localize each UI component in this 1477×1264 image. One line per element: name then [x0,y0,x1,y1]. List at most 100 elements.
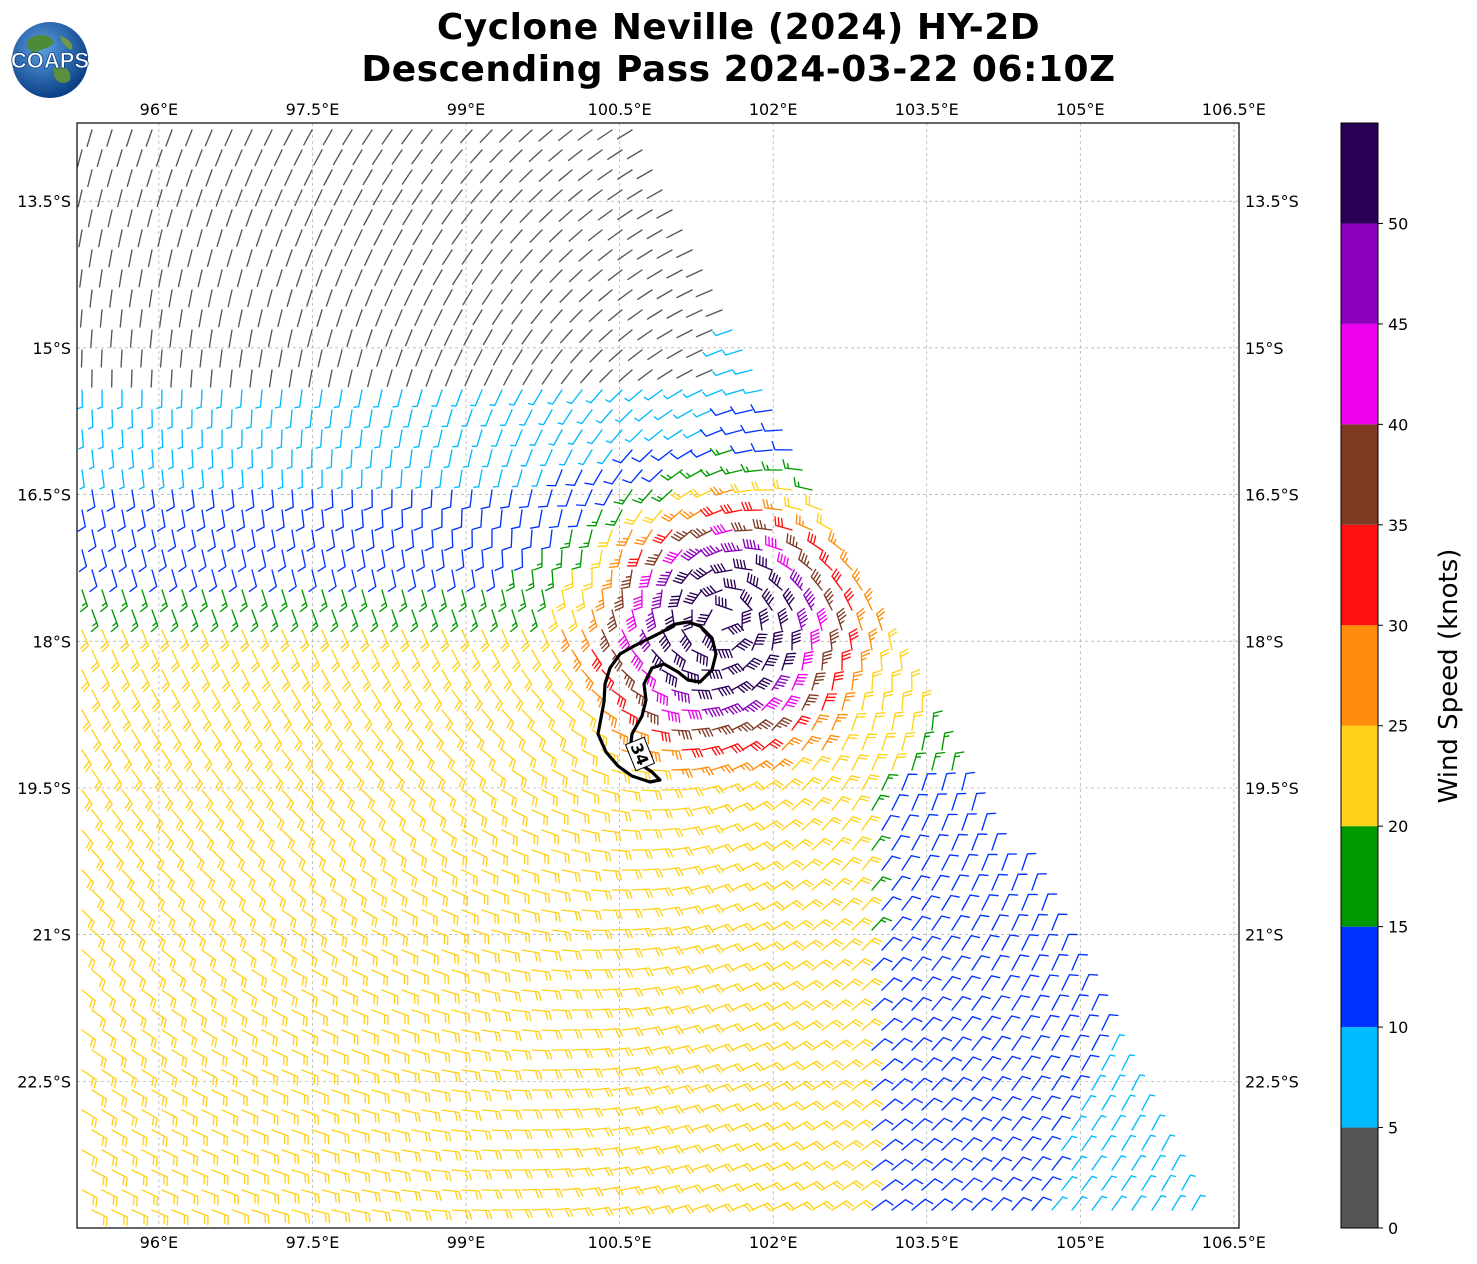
wind-barb [579,329,593,343]
wind-barb [472,509,483,531]
wind-barb [195,389,203,409]
wind-barb [682,389,703,399]
wind-barb [434,349,443,367]
wind-barb [567,509,583,528]
wind-barb [502,529,513,551]
wind-barb [177,429,184,450]
wind-barb [79,309,83,328]
wind-barb [229,369,233,388]
wind-barb [578,249,593,262]
wind-barb [392,229,403,246]
wind-barb [529,229,543,243]
wind-barb [565,469,583,486]
wind-barb [451,229,463,245]
wind-barb [440,169,453,185]
colorbar-tick-label: 20 [1388,817,1408,836]
wind-barb [414,309,423,327]
wind-barb [679,469,703,479]
wind-barb [578,209,593,222]
wind-barb [416,549,425,572]
wind-barb [235,189,243,207]
wind-barb [276,429,283,449]
wind-barb [273,149,283,166]
wind-barb [441,409,453,428]
wind-barb [214,149,223,167]
wind-barb [185,129,193,147]
wind-barb [752,518,773,531]
wind-barb [558,169,573,182]
wind-barb [558,249,573,263]
colorbar-label: Wind Speed (knots) [1434,549,1464,804]
wind-barb [509,149,523,163]
wind-barb [227,449,234,470]
wind-barb [490,429,503,447]
wind-barb [177,229,183,248]
wind-barb [250,609,259,633]
wind-barb [219,349,223,368]
wind-barb [559,289,573,303]
wind-barb [670,489,693,501]
wind-barb [454,349,463,367]
wind-barb [335,269,343,287]
wind-barb [531,469,543,487]
wind-barb [167,249,173,268]
wind-barb [188,289,193,308]
wind-barb [425,369,433,387]
wind-barb [225,489,235,512]
wind-barb [608,549,623,569]
wind-barb [458,589,467,613]
wind-barb [556,489,573,507]
wind-barb [851,568,863,591]
wind-barb [627,229,643,240]
wind-barb [128,449,135,470]
wind-barb [509,189,523,203]
wind-barb [140,349,143,368]
wind-barb [471,229,483,245]
wind-barb [605,429,623,444]
wind-barb [580,369,593,384]
wind-barb [730,406,753,415]
wind-barb [521,529,533,550]
wind-barb [391,149,403,165]
wind-barb [179,349,183,368]
wind-barb [286,449,293,470]
wind-barb [567,429,583,445]
colorbar-bin [1341,926,1378,1028]
wind-barb [637,369,653,381]
wind-barb [176,389,183,409]
wind-barb [257,469,264,490]
wind-barb [751,481,773,491]
wind-barb [627,309,643,321]
wind-barb [605,509,623,526]
wind-barb [567,149,583,162]
wind-barb [284,169,293,187]
wind-barb [575,589,586,612]
wind-barb [433,509,443,531]
wind-barb [345,289,353,307]
wind-barb [139,309,143,328]
wind-barb [394,509,404,531]
wind-barb [335,509,345,532]
wind-barb [215,389,223,409]
wind-barb [505,569,515,592]
wind-barb [236,429,243,450]
wind-barb [421,169,433,185]
wind-barb [402,409,413,428]
wind-barb [520,249,533,264]
wind-barb [130,369,133,388]
wind-barb [239,589,248,613]
wind-barb [663,389,683,400]
wind-barb [831,568,843,591]
wind-barb [667,589,683,608]
wind-barb [732,369,753,375]
wind-barb [719,426,743,436]
wind-barb [228,569,238,593]
wind-barb [306,529,316,552]
wind-barb [699,585,723,597]
wind-barb [319,589,328,613]
wind-barb [636,169,653,180]
wind-barb [653,409,673,421]
wind-barb [306,289,313,307]
colorbar-tick-label: 40 [1388,415,1408,434]
